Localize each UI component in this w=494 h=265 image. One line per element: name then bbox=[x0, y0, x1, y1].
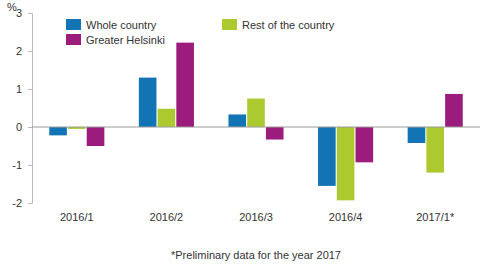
y-tick-label: 0 bbox=[16, 121, 22, 133]
y-tick-label: -1 bbox=[12, 159, 22, 171]
x-tick-label: 2016/1 bbox=[60, 211, 94, 223]
legend: Whole country Rest of the country Greater … bbox=[66, 19, 335, 46]
bar bbox=[247, 99, 265, 128]
bars bbox=[49, 43, 462, 201]
y-tick-mark bbox=[28, 203, 32, 204]
y-tick-mark bbox=[28, 13, 32, 14]
chart: -2 -1 0 1 2 3 2016/1 2016/2 2016/3 2016/4 2017/1*%… bbox=[0, 0, 494, 265]
y-tick-label: -2 bbox=[12, 197, 22, 209]
x-tick: 2016/4 bbox=[329, 211, 363, 223]
plot: -2 -1 0 1 2 3 2016/1 2016/2 2016/3 2016/4 2017/1* bbox=[12, 7, 480, 223]
legend-label: Rest of the country bbox=[242, 19, 335, 31]
footnote: *Preliminary data for the year 2017 bbox=[171, 249, 341, 261]
legend-item: Greater Helsinki bbox=[66, 34, 165, 46]
bar bbox=[87, 127, 105, 146]
x-tick-label: 2016/2 bbox=[150, 211, 184, 223]
y-tick: 1 bbox=[16, 83, 32, 95]
y-tick-label: 2 bbox=[16, 45, 22, 57]
y-tick: 2 bbox=[16, 45, 32, 57]
bar bbox=[266, 127, 284, 140]
x-axis: 2016/1 2016/2 2016/3 2016/4 2017/1* bbox=[60, 211, 455, 223]
bar bbox=[49, 127, 67, 135]
x-tick: 2017/1* bbox=[416, 211, 455, 223]
y-tick-label: 1 bbox=[16, 83, 22, 95]
y-tick-mark bbox=[28, 165, 32, 166]
bar bbox=[139, 78, 157, 127]
y-tick: 3 bbox=[16, 7, 32, 19]
bar bbox=[176, 43, 194, 127]
series bbox=[68, 99, 444, 201]
y-tick: -1 bbox=[12, 159, 32, 171]
bar bbox=[356, 127, 374, 162]
x-tick: 2016/2 bbox=[150, 211, 184, 223]
y-axis: -2 -1 0 1 2 3 bbox=[12, 7, 32, 209]
x-tick-label: 2017/1* bbox=[416, 211, 455, 223]
zero-line bbox=[32, 127, 480, 128]
y-tick-mark bbox=[28, 127, 32, 128]
bar bbox=[408, 127, 426, 143]
series bbox=[49, 78, 425, 186]
bar bbox=[318, 127, 336, 186]
series bbox=[87, 43, 463, 163]
bar bbox=[426, 127, 444, 173]
x-tick: 2016/3 bbox=[239, 211, 273, 223]
y-tick-mark bbox=[28, 89, 32, 90]
legend-label: Whole country bbox=[86, 19, 157, 31]
legend-item: Rest of the country bbox=[222, 19, 335, 31]
legend-item: Whole country bbox=[66, 19, 157, 31]
x-tick: 2016/1 bbox=[60, 211, 94, 223]
y-tick-label: 3 bbox=[16, 7, 22, 19]
bar bbox=[158, 109, 176, 127]
legend-swatch bbox=[66, 34, 81, 45]
y-axis-line bbox=[28, 14, 33, 204]
y-tick: -2 bbox=[12, 197, 32, 209]
y-axis-title: % bbox=[7, 1, 17, 13]
bar bbox=[445, 94, 463, 127]
legend-swatch bbox=[66, 19, 81, 30]
y-tick: 0 bbox=[16, 121, 32, 133]
legend-label: Greater Helsinki bbox=[86, 34, 165, 46]
bar bbox=[228, 114, 246, 127]
x-tick-label: 2016/4 bbox=[329, 211, 363, 223]
legend-swatch bbox=[222, 19, 237, 30]
y-tick-mark bbox=[28, 51, 32, 52]
x-tick-label: 2016/3 bbox=[239, 211, 273, 223]
bar bbox=[337, 127, 355, 200]
